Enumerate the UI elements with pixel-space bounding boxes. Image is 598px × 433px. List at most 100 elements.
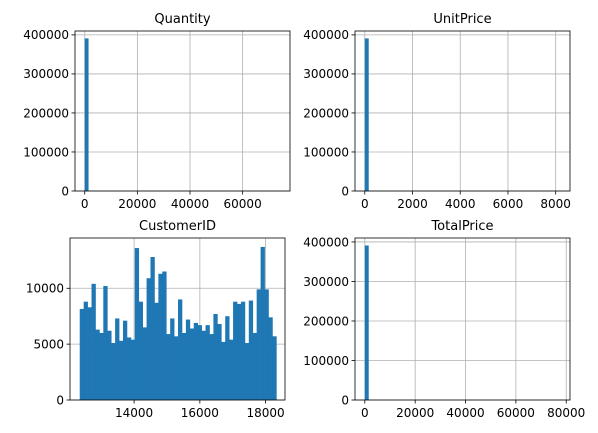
totalprice-ytick-label: 200000 [303,314,349,328]
customerid-bar [272,336,277,400]
totalprice-xtick-label: 80000 [547,406,585,420]
quantity-ytick-label: 0 [61,184,69,198]
quantity-xtick-label: 20000 [118,197,156,211]
customerid-ytick-label: 0 [56,393,64,407]
customerid-bar [240,301,246,400]
customerid-bar [221,341,226,400]
quantity-bar [84,38,89,191]
unitprice-xtick-label: 6000 [493,197,524,211]
customerid-bar [237,303,242,400]
totalprice-xtick-label: 60000 [497,406,535,420]
totalprice-xtick-label: 0 [361,406,369,420]
totalprice-xtick-label: 20000 [396,406,434,420]
subplot-totalprice: 0 20000 40000 60000 80000 0 100000 200000 300000… [303,219,585,420]
unitprice-ytick-label: 200000 [303,106,349,120]
totalprice-title: TotalPrice [430,219,493,234]
customerid-bar [174,336,179,400]
customerid-bar [209,334,214,400]
quantity-ytick-label: 300000 [23,67,69,81]
subplot-customerid: 14000 16000 18000 0 5000 10000 CustomerID [26,219,286,420]
customerid-xtick-label: 14000 [115,406,153,420]
unitprice-axes-frame [354,30,571,192]
customerid-bar [119,340,124,400]
customerid-bar [134,248,140,400]
unitprice-xtick-label: 0 [361,197,369,211]
customerid-bar [268,317,273,400]
customerid-ytick-label: 10000 [26,282,64,296]
customerid-bar [233,301,238,400]
quantity-ytick-label: 100000 [23,145,69,159]
unitprice-xtick-label: 8000 [540,197,571,211]
customerid-bar [166,334,171,400]
subplot-quantity: 0 20000 40000 60000 0 100000 200000 300000 40000… [23,12,291,211]
customerid-bar [99,332,104,400]
customerid-title: CustomerID [139,219,216,234]
totalprice-ytick-label: 300000 [303,275,349,289]
quantity-ytick-label: 400000 [23,28,69,42]
customerid-bar [146,278,151,400]
customerid-axes-frame [69,237,286,401]
quantity-xtick-label: 0 [81,197,89,211]
customerid-bar [91,283,96,400]
customerid-bar [205,325,210,400]
unitprice-xtick-label: 2000 [397,197,428,211]
customerid-ytick-label: 5000 [33,337,64,351]
customerid-bar [252,332,258,400]
customerid-bar [248,300,254,400]
customerid-bar [79,308,85,400]
unitprice-ytick-label: 300000 [303,67,349,81]
customerid-bar [189,328,195,400]
customerid-bar [213,313,218,400]
unitprice-ytick-label: 100000 [303,145,349,159]
totalprice-ytick-label: 0 [341,393,349,407]
unitprice-bar [364,38,369,191]
customerid-bar [244,343,250,400]
customerid-bar [256,289,261,400]
customerid-bar [225,316,230,400]
customerid-bar [217,324,222,400]
unitprice-title: UnitPrice [433,12,491,27]
customerid-bar [111,343,116,400]
customerid-bar [138,301,143,400]
quantity-xtick-label: 60000 [224,197,262,211]
customerid-bar [87,307,92,400]
customerid-bar [162,271,167,400]
quantity-axes-frame [74,30,291,192]
unitprice-xtick-label: 4000 [445,197,476,211]
customerid-bar [170,318,175,400]
customerid-bar [158,273,163,400]
customerid-xtick-label: 16000 [181,406,219,420]
quantity-xtick-label: 40000 [171,197,209,211]
unitprice-ytick-label: 0 [341,184,349,198]
totalprice-ytick-label: 400000 [303,235,349,249]
customerid-bar [122,320,128,400]
customerid-xtick-label: 18000 [247,406,285,420]
customerid-bar [107,330,112,400]
customerid-bar [201,330,206,400]
customerid-bar [83,301,88,400]
subplot-unitprice: 0 2000 4000 6000 8000 0 100000 200000 300000 4000… [303,12,571,211]
customerid-bar [130,339,136,400]
totalprice-axes-frame [354,237,571,401]
customerid-bar [229,339,234,400]
totalprice-ytick-label: 100000 [303,354,349,368]
customerid-bar [103,286,108,400]
customerid-bar [142,327,147,400]
customerid-bar [181,332,187,400]
customerid-bar [264,289,269,400]
totalprice-xtick-label: 40000 [446,406,484,420]
customerid-bar [115,318,120,400]
customerid-bar [178,299,183,400]
customerid-bar [95,329,100,400]
customerid-bar [193,322,199,400]
customerid-bar [260,246,265,400]
quantity-title: Quantity [154,12,210,27]
customerid-bar [126,337,132,400]
customerid-bar [154,302,159,400]
quantity-ytick-label: 200000 [23,106,69,120]
customerid-bar [197,325,202,400]
totalprice-bar [364,245,369,400]
unitprice-ytick-label: 400000 [303,28,349,42]
customerid-bar [185,319,191,400]
